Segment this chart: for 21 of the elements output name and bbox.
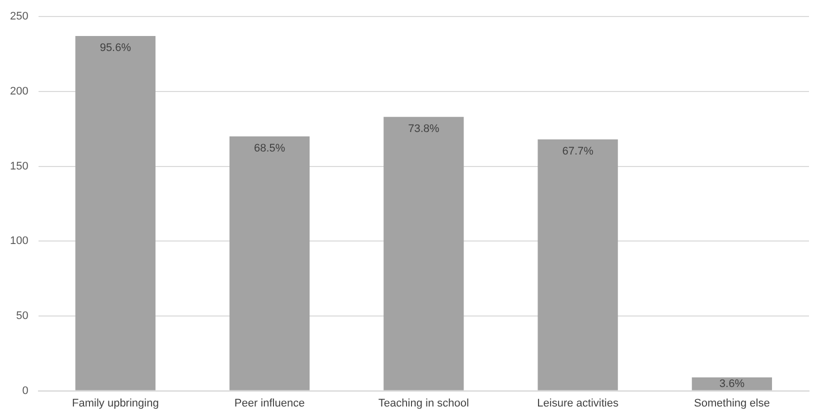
y-tick-label: 250 xyxy=(10,10,28,23)
annotation: 73.8% xyxy=(408,122,440,135)
annotation: 68.5% xyxy=(254,142,286,154)
annotation: 3.6% xyxy=(719,378,745,390)
x-tick-label: Something else xyxy=(694,397,770,410)
x-tick-label: Leisure activities xyxy=(537,397,619,410)
y-tick-label: 0 xyxy=(22,384,28,397)
y-tick-label: 100 xyxy=(10,235,28,248)
x-tick-label: Peer influence xyxy=(234,397,305,410)
bar xyxy=(692,377,772,390)
bar xyxy=(229,136,310,390)
x-tick-label: Family upbringing xyxy=(72,397,159,410)
y-tick-label: 200 xyxy=(10,85,28,98)
x-tick-label: Teaching in school xyxy=(378,397,469,410)
annotation: 95.6% xyxy=(100,42,132,54)
y-tick-label: 50 xyxy=(16,310,28,322)
bar xyxy=(538,139,618,390)
y-tick-label: 150 xyxy=(10,160,28,172)
bar xyxy=(75,36,156,390)
annotation: 67.7% xyxy=(562,145,594,158)
bar xyxy=(384,116,464,390)
